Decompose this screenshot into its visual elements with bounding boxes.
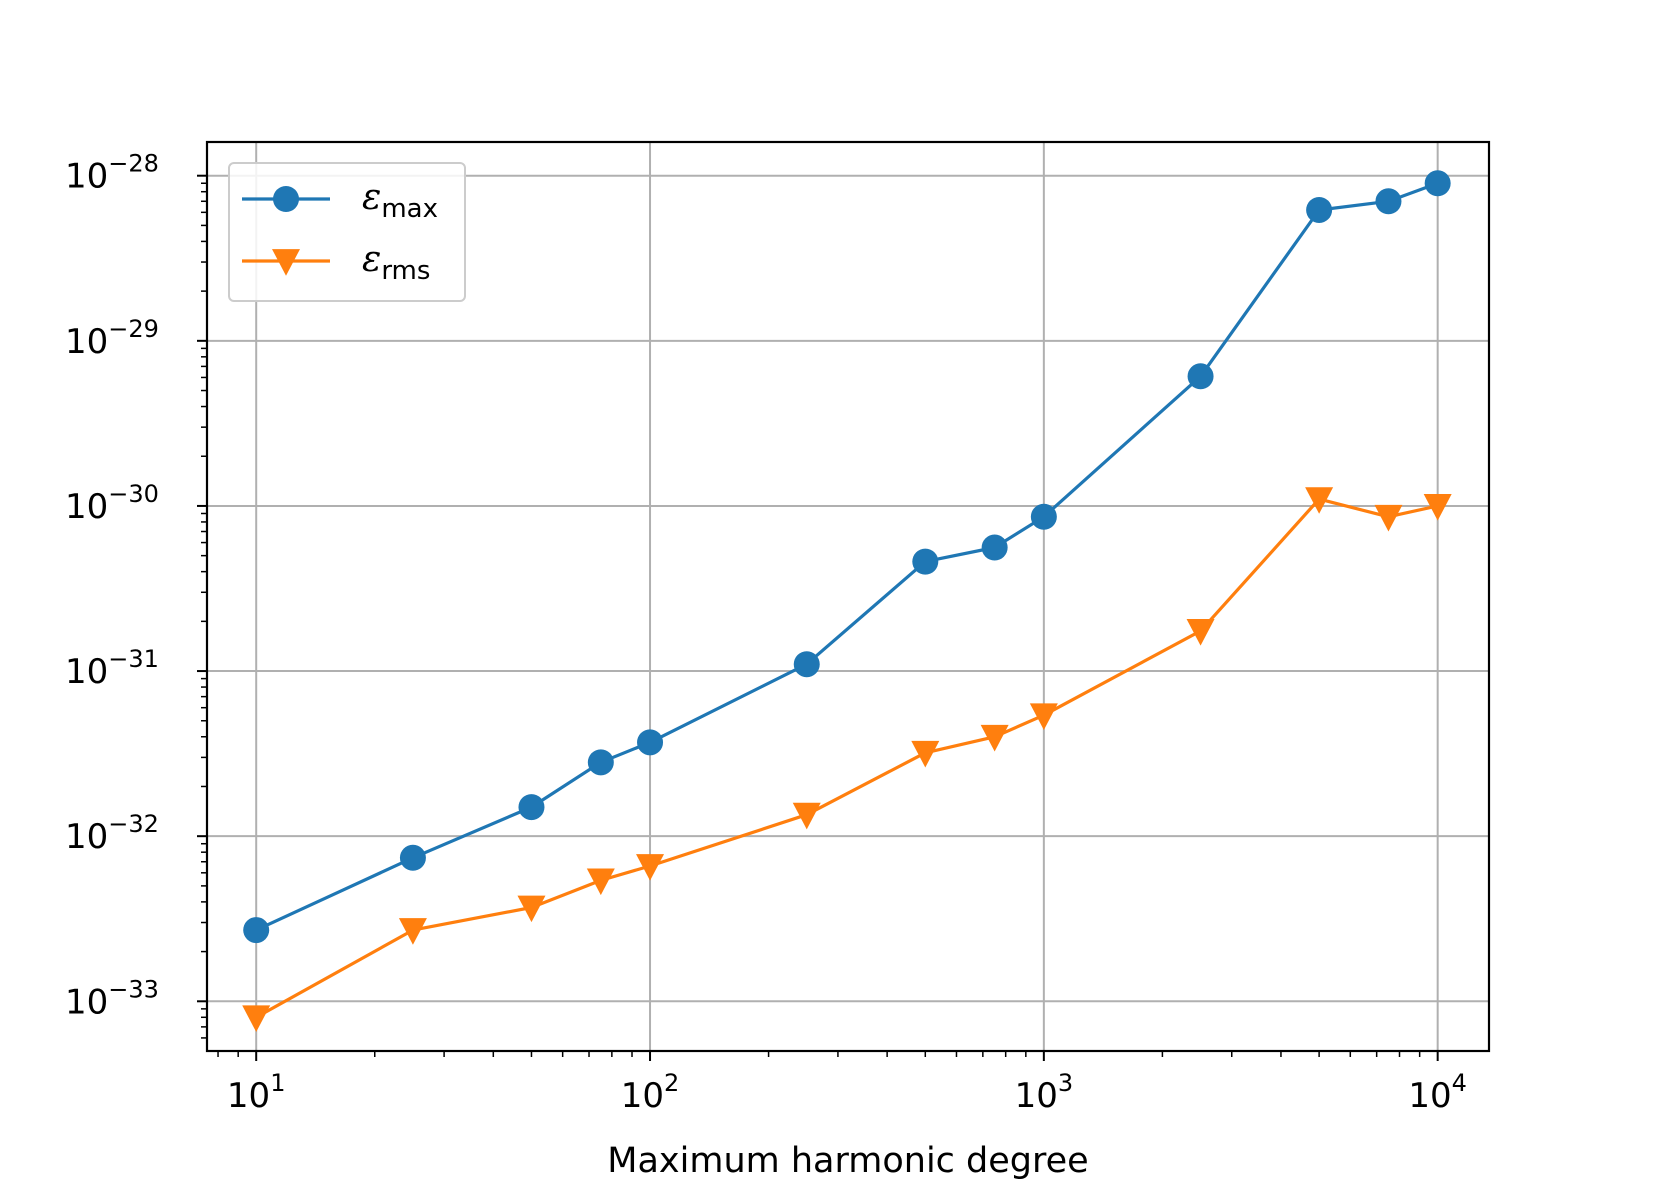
data-point-rms: [792, 802, 821, 830]
legend-marker-rms: [272, 249, 300, 276]
x-tick-label: 102: [621, 1069, 680, 1116]
data-point-max: [1187, 363, 1214, 390]
legend-marker-max: [273, 186, 299, 212]
data-point-rms: [1186, 619, 1215, 646]
data-point-max: [1424, 170, 1451, 197]
data-point-rms: [1423, 494, 1452, 521]
legend-label-max: εmax: [362, 177, 438, 224]
data-point-max: [243, 917, 270, 944]
data-point-max: [518, 794, 545, 821]
data-point-max: [399, 844, 426, 871]
data-point-rms: [911, 740, 940, 768]
series-max: [243, 170, 1451, 944]
data-point-rms: [1305, 487, 1334, 514]
x-tick-label: 101: [227, 1069, 286, 1116]
data-point-max: [793, 651, 820, 678]
data-point-rms: [517, 895, 546, 923]
x-axis-title: Maximum harmonic degree: [607, 1141, 1088, 1181]
data-point-rms: [636, 854, 665, 881]
x-tick-label: 104: [1408, 1069, 1467, 1116]
series-rms: [242, 487, 1452, 1032]
data-point-rms: [398, 918, 427, 945]
legend-label-rms: εrms: [362, 239, 430, 286]
data-point-max: [912, 548, 939, 575]
data-point-max: [1030, 503, 1057, 530]
y-tick-label: 10−30: [65, 480, 159, 527]
y-tick-label: 10−28: [65, 150, 159, 197]
data-point-max: [587, 749, 614, 776]
data-point-rms: [586, 868, 615, 896]
y-tick-label: 10−32: [65, 810, 159, 857]
data-point-max: [1375, 188, 1402, 215]
data-point-rms: [1374, 504, 1403, 532]
grid: [207, 142, 1489, 1051]
data-point-max: [637, 729, 664, 756]
axis-ticks: 101 102 103 104 10−28 10−29 10−30 10−31 10−32 10−…: [65, 150, 1467, 1116]
x-tick-label: 103: [1015, 1069, 1074, 1116]
y-tick-label: 10−29: [65, 315, 159, 362]
data-point-rms: [1029, 703, 1058, 730]
series-layer: [242, 170, 1452, 1032]
data-point-rms: [980, 724, 1009, 752]
plot-frame: [205, 140, 1491, 1053]
legend: εmax εrms: [228, 162, 466, 302]
data-point-max: [981, 534, 1008, 561]
data-point-max: [1306, 196, 1333, 223]
y-tick-label: 10−33: [65, 975, 159, 1022]
data-point-rms: [242, 1005, 271, 1032]
y-tick-label: 10−31: [65, 645, 159, 692]
